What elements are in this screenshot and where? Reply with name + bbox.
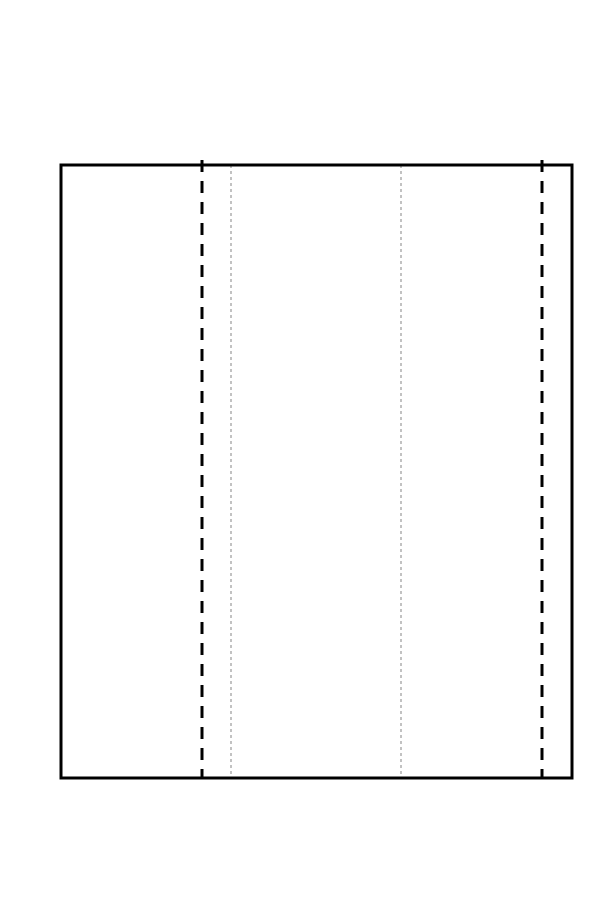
grid-lines bbox=[230, 165, 402, 778]
reference-lines bbox=[200, 160, 544, 778]
plot-frame bbox=[59, 163, 574, 780]
